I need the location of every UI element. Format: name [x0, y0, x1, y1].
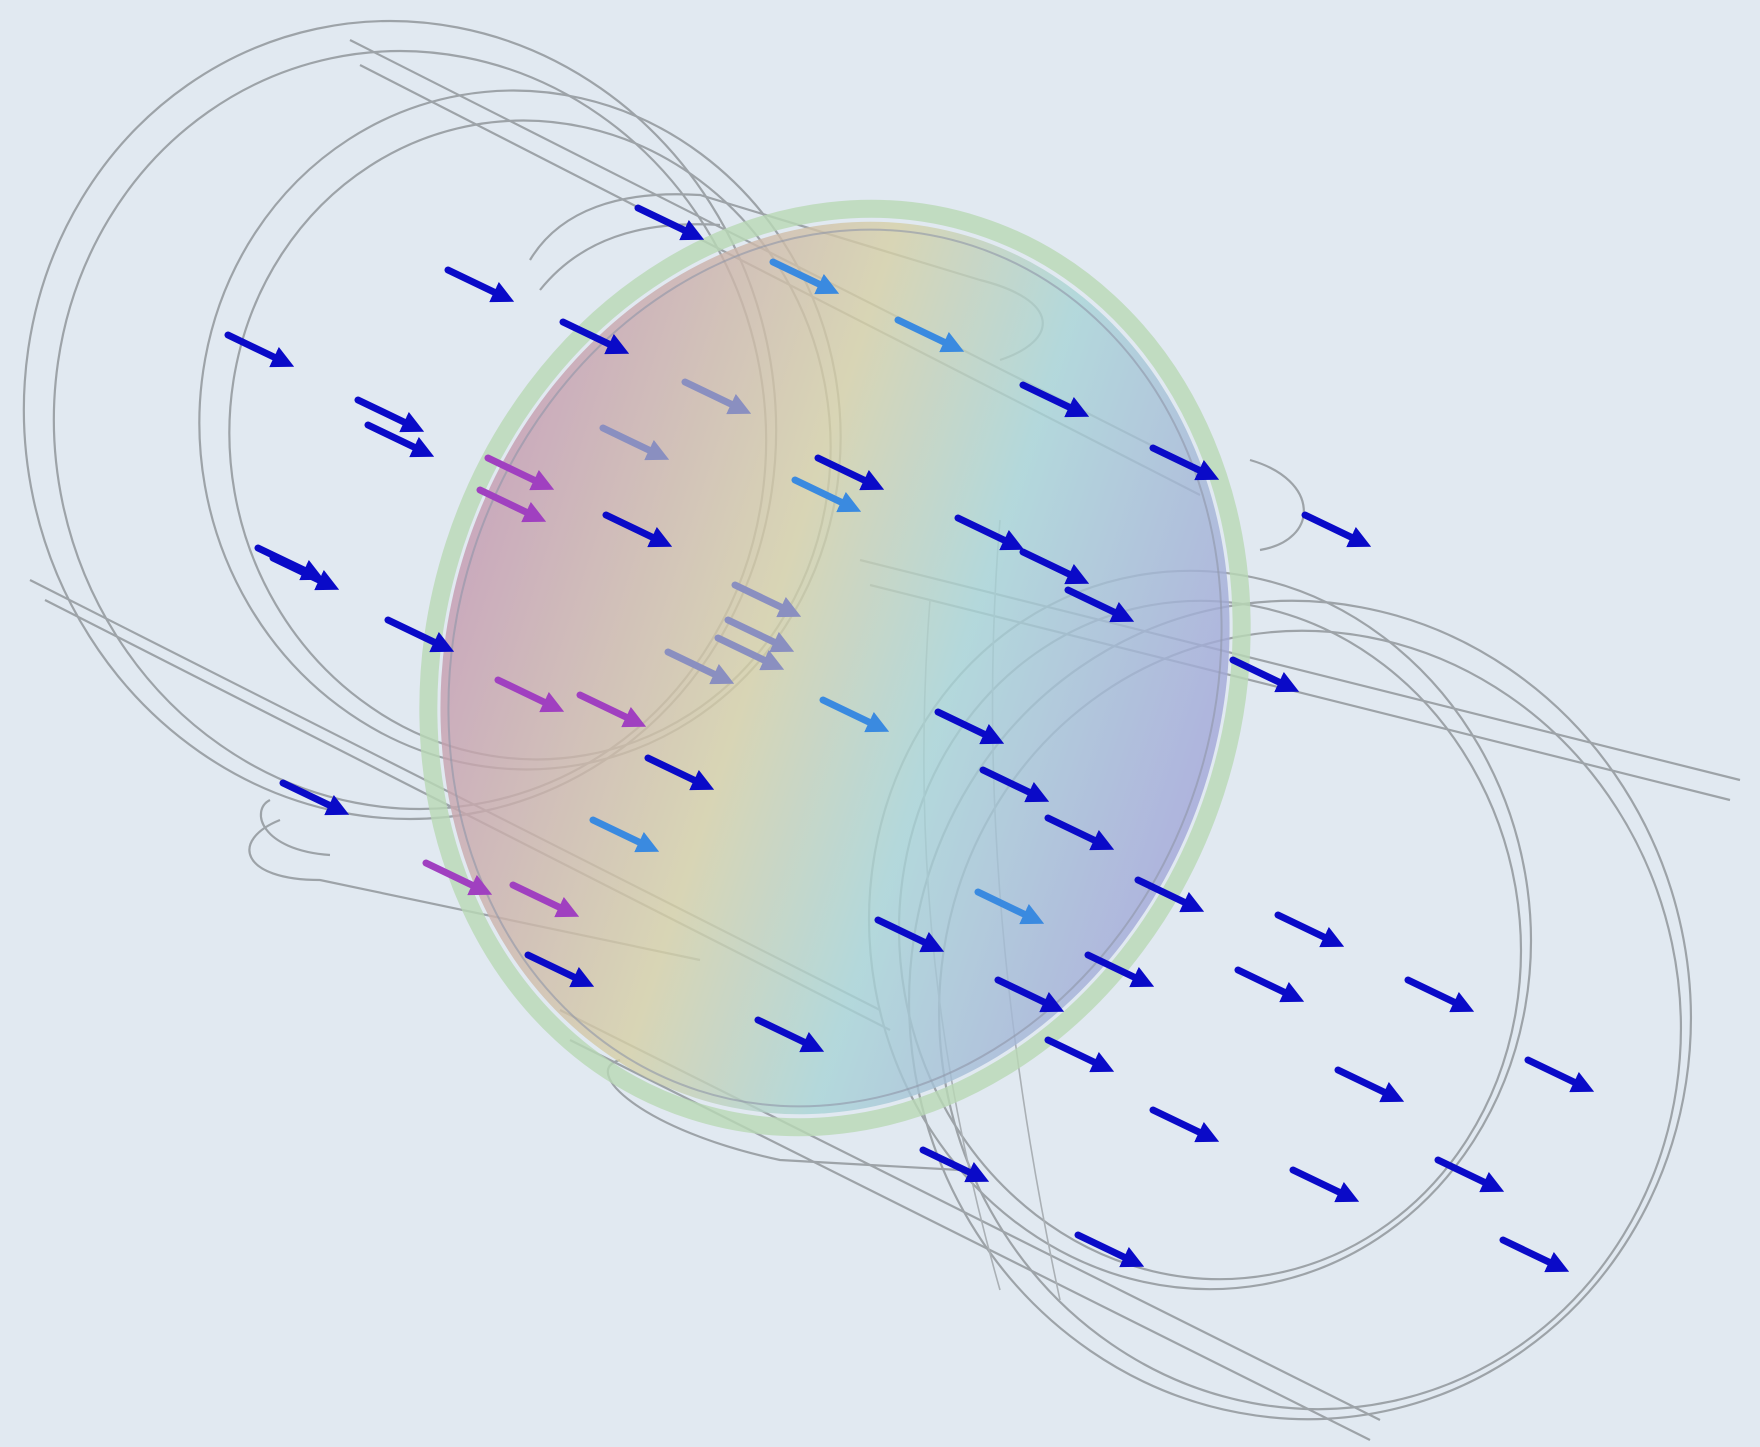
field-arrow	[444, 266, 515, 303]
field-arrow	[422, 859, 493, 896]
field-arrow	[476, 486, 547, 523]
field-arrow	[1434, 1156, 1505, 1193]
field-arrow	[254, 544, 325, 581]
field-arrow	[1289, 1166, 1360, 1203]
field-arrow	[664, 648, 735, 685]
field-arrow	[1334, 1066, 1405, 1103]
field-arrow	[814, 454, 885, 491]
field-arrow	[1019, 548, 1090, 585]
field-arrow	[494, 676, 565, 713]
field-arrow	[524, 951, 595, 988]
field-arrow	[576, 691, 647, 728]
field-arrow	[559, 318, 630, 355]
field-arrow	[1044, 1036, 1115, 1073]
field-arrow	[1274, 911, 1345, 948]
field-arrow	[1019, 381, 1090, 418]
field-arrow	[994, 976, 1065, 1013]
field-arrow	[1074, 1231, 1145, 1268]
field-arrow	[819, 696, 890, 733]
field-arrow	[1149, 1106, 1220, 1143]
field-arrow	[731, 581, 802, 618]
field-arrow	[1044, 814, 1115, 851]
field-arrow	[599, 424, 670, 461]
field-arrow	[714, 634, 785, 671]
field-arrow	[1149, 444, 1220, 481]
field-arrow	[979, 766, 1050, 803]
field-arrow	[354, 396, 425, 433]
field-arrow	[602, 511, 673, 548]
field-arrow	[484, 454, 555, 491]
field-arrow	[509, 881, 580, 918]
field-arrow	[724, 616, 795, 653]
field-arrow	[754, 1016, 825, 1053]
field-arrow	[1229, 656, 1300, 693]
field-arrow	[681, 378, 752, 415]
field-arrows	[224, 204, 1595, 1273]
field-arrow	[384, 616, 455, 653]
field-arrow	[644, 754, 715, 791]
field-arrow	[894, 316, 965, 353]
field-arrow	[974, 888, 1045, 925]
field-arrow	[791, 476, 862, 513]
field-arrow	[589, 816, 660, 853]
field-arrow	[1064, 586, 1135, 623]
field-arrow	[1301, 511, 1372, 548]
field-arrow	[1524, 1056, 1595, 1093]
field-arrow	[874, 916, 945, 953]
field-arrow	[279, 779, 350, 816]
field-arrow	[1404, 976, 1475, 1013]
field-arrow	[224, 331, 295, 368]
field-arrow	[1234, 966, 1305, 1003]
field-arrow	[364, 421, 435, 458]
field-arrow	[1499, 1236, 1570, 1273]
field-arrow	[1084, 951, 1155, 988]
field-arrow	[954, 514, 1025, 551]
field-arrow	[769, 258, 840, 295]
field-arrow	[1134, 876, 1205, 913]
field-arrow	[934, 708, 1005, 745]
field-arrow	[919, 1146, 990, 1183]
field-arrow	[634, 204, 705, 241]
